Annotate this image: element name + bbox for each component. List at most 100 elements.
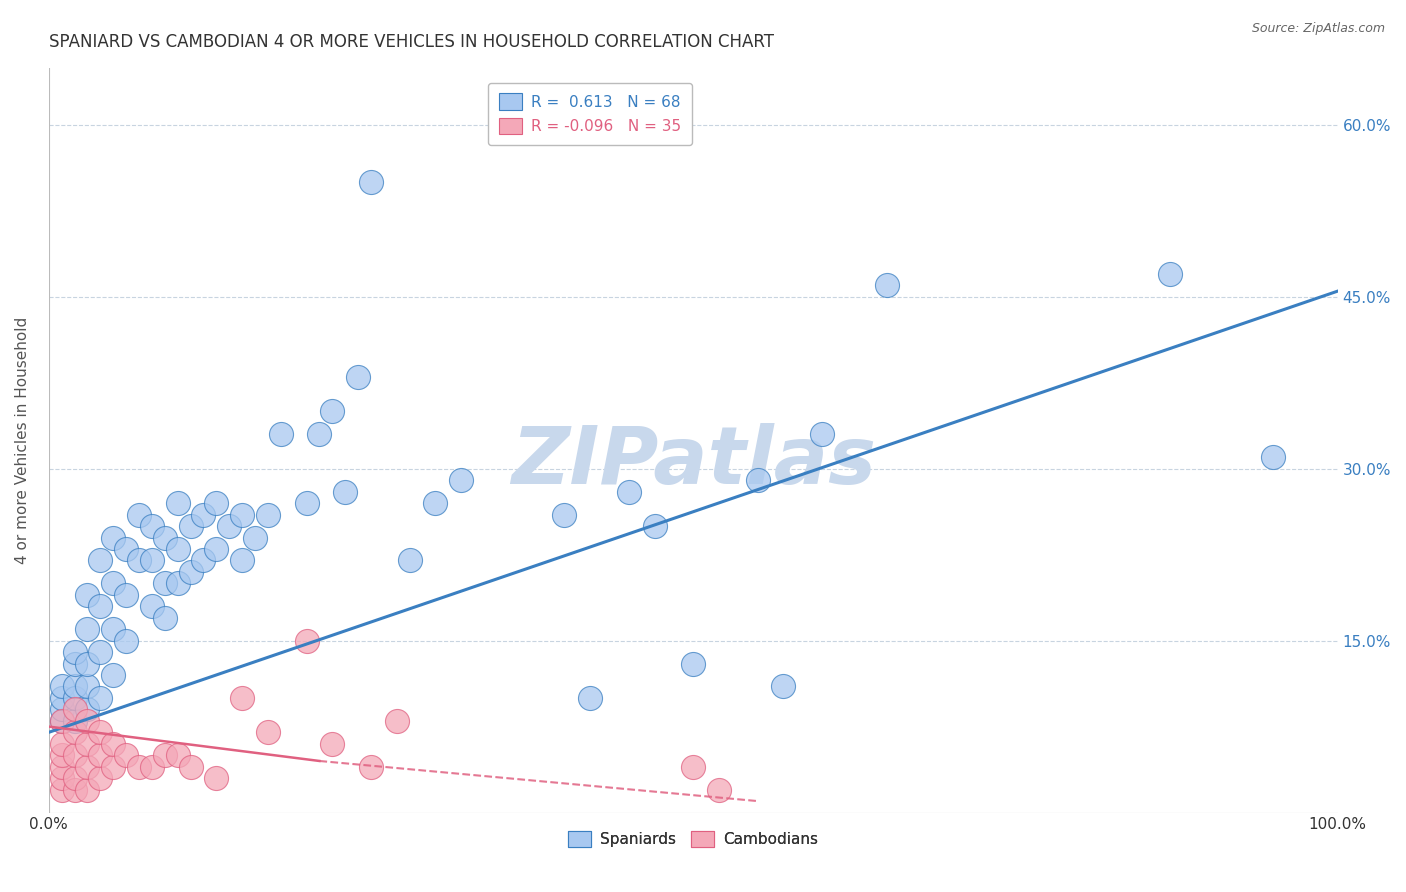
- Point: [385, 714, 408, 728]
- Point: [180, 519, 202, 533]
- Point: [76, 714, 98, 728]
- Point: [682, 657, 704, 671]
- Point: [205, 771, 228, 785]
- Point: [63, 771, 86, 785]
- Point: [76, 760, 98, 774]
- Point: [63, 782, 86, 797]
- Point: [450, 473, 472, 487]
- Point: [51, 680, 73, 694]
- Text: ZIPatlas: ZIPatlas: [510, 424, 876, 501]
- Point: [707, 782, 730, 797]
- Point: [51, 771, 73, 785]
- Point: [128, 553, 150, 567]
- Point: [257, 508, 280, 522]
- Point: [876, 278, 898, 293]
- Point: [128, 508, 150, 522]
- Point: [644, 519, 666, 533]
- Point: [682, 760, 704, 774]
- Point: [166, 496, 188, 510]
- Point: [747, 473, 769, 487]
- Point: [579, 690, 602, 705]
- Point: [115, 633, 138, 648]
- Point: [308, 427, 330, 442]
- Point: [1263, 450, 1285, 465]
- Point: [89, 725, 111, 739]
- Point: [811, 427, 834, 442]
- Point: [335, 484, 357, 499]
- Point: [89, 553, 111, 567]
- Point: [63, 645, 86, 659]
- Point: [360, 175, 382, 189]
- Point: [103, 668, 125, 682]
- Point: [103, 531, 125, 545]
- Point: [63, 680, 86, 694]
- Point: [89, 748, 111, 763]
- Point: [295, 633, 318, 648]
- Point: [321, 404, 343, 418]
- Point: [103, 760, 125, 774]
- Point: [76, 680, 98, 694]
- Point: [51, 714, 73, 728]
- Point: [231, 553, 253, 567]
- Point: [257, 725, 280, 739]
- Point: [166, 541, 188, 556]
- Point: [63, 690, 86, 705]
- Point: [76, 702, 98, 716]
- Point: [153, 748, 176, 763]
- Text: SPANIARD VS CAMBODIAN 4 OR MORE VEHICLES IN HOUSEHOLD CORRELATION CHART: SPANIARD VS CAMBODIAN 4 OR MORE VEHICLES…: [49, 33, 773, 51]
- Point: [63, 714, 86, 728]
- Point: [76, 588, 98, 602]
- Point: [180, 760, 202, 774]
- Point: [51, 782, 73, 797]
- Point: [76, 737, 98, 751]
- Point: [321, 737, 343, 751]
- Point: [205, 541, 228, 556]
- Point: [617, 484, 640, 499]
- Point: [89, 645, 111, 659]
- Point: [103, 622, 125, 636]
- Point: [398, 553, 420, 567]
- Point: [347, 370, 370, 384]
- Point: [425, 496, 447, 510]
- Point: [360, 760, 382, 774]
- Point: [76, 622, 98, 636]
- Point: [218, 519, 240, 533]
- Point: [89, 599, 111, 614]
- Point: [76, 782, 98, 797]
- Point: [76, 657, 98, 671]
- Point: [553, 508, 575, 522]
- Point: [193, 508, 215, 522]
- Point: [89, 690, 111, 705]
- Point: [115, 588, 138, 602]
- Point: [89, 771, 111, 785]
- Point: [141, 553, 163, 567]
- Point: [153, 576, 176, 591]
- Point: [63, 702, 86, 716]
- Point: [153, 611, 176, 625]
- Point: [51, 760, 73, 774]
- Point: [180, 565, 202, 579]
- Point: [141, 519, 163, 533]
- Legend: Spaniards, Cambodians: Spaniards, Cambodians: [562, 824, 824, 854]
- Point: [103, 576, 125, 591]
- Point: [141, 599, 163, 614]
- Point: [51, 714, 73, 728]
- Point: [270, 427, 292, 442]
- Point: [103, 737, 125, 751]
- Point: [63, 657, 86, 671]
- Point: [128, 760, 150, 774]
- Point: [243, 531, 266, 545]
- Point: [231, 508, 253, 522]
- Point: [166, 748, 188, 763]
- Point: [153, 531, 176, 545]
- Point: [1159, 267, 1181, 281]
- Point: [51, 702, 73, 716]
- Point: [63, 748, 86, 763]
- Point: [295, 496, 318, 510]
- Point: [115, 748, 138, 763]
- Point: [51, 737, 73, 751]
- Point: [51, 690, 73, 705]
- Point: [166, 576, 188, 591]
- Y-axis label: 4 or more Vehicles in Household: 4 or more Vehicles in Household: [15, 317, 30, 564]
- Point: [231, 690, 253, 705]
